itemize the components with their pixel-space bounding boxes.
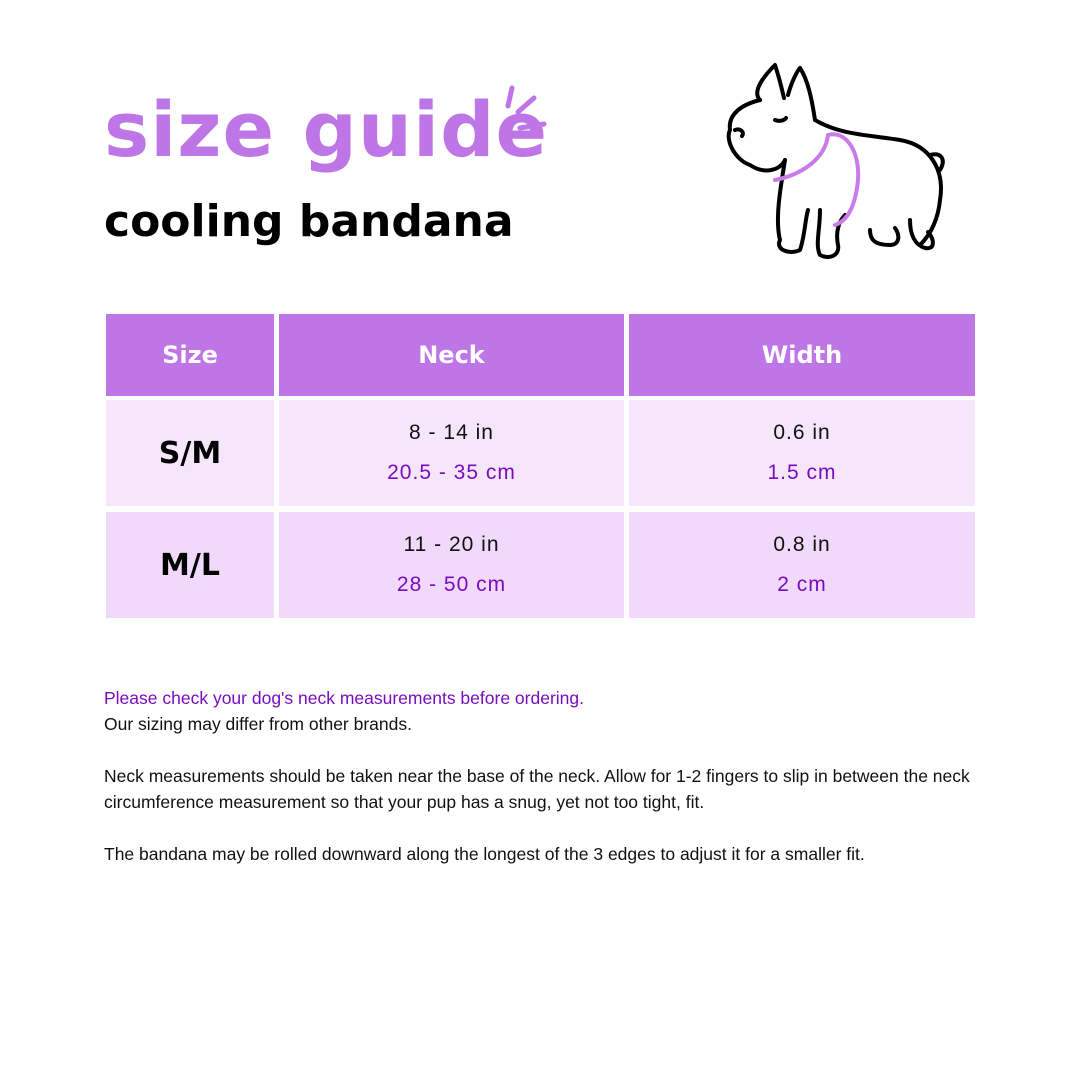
neck-cm: 20.5 - 35 cm <box>387 461 516 484</box>
table-row-size-cell: S/M <box>106 400 274 506</box>
column-header-neck: Neck <box>279 314 624 396</box>
width-inches: 0.8 in <box>773 533 831 556</box>
neck-inches: 11 - 20 in <box>403 533 500 556</box>
neck-cm: 28 - 50 cm <box>396 573 507 596</box>
page-title: size guide <box>104 85 549 174</box>
table-row-neck-cell: 8 - 14 in 20.5 - 35 cm <box>279 400 624 506</box>
notes-paragraph-measure: Neck measurements should be taken near t… <box>104 766 970 812</box>
column-header-width: Width <box>629 314 975 396</box>
size-label: S/M <box>158 435 222 471</box>
french-bulldog-illustration <box>726 63 945 259</box>
table-row-width-cell: 0.6 in 1.5 cm <box>629 400 975 506</box>
notes-paragraph-roll: The bandana may be rolled downward along… <box>104 844 865 864</box>
notes-line2: Our sizing may differ from other brands. <box>104 714 412 734</box>
width-cm: 2 cm <box>777 573 827 596</box>
width-inches: 0.6 in <box>773 421 831 444</box>
size-label: M/L <box>160 547 220 583</box>
column-header-size: Size <box>106 314 274 396</box>
sizing-notes: Please check your dog's neck measurement… <box>104 685 984 893</box>
width-cm: 1.5 cm <box>767 461 837 484</box>
sparkle-lines-icon <box>505 85 547 131</box>
table-row-neck-cell: 11 - 20 in 28 - 50 cm <box>279 512 624 618</box>
table-row-size-cell: M/L <box>106 512 274 618</box>
notes-highlight: Please check your dog's neck measurement… <box>104 688 584 708</box>
page-subtitle: cooling bandana <box>104 196 514 247</box>
table-row-width-cell: 0.8 in 2 cm <box>629 512 975 618</box>
neck-inches: 8 - 14 in <box>409 421 494 444</box>
